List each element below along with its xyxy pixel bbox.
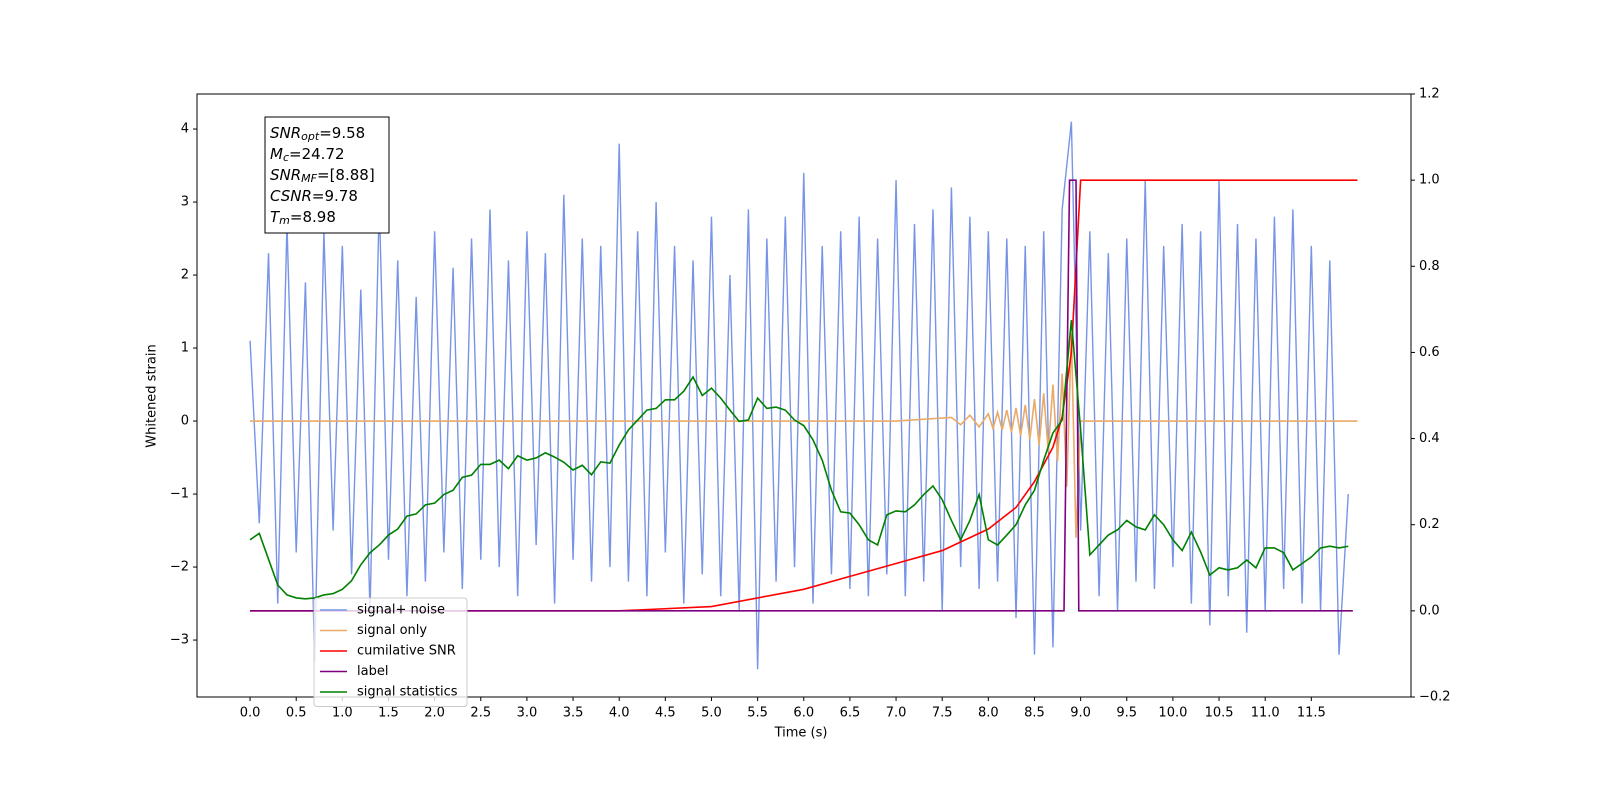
annotation-value: =9.58 [319, 124, 365, 142]
x-tick-label: 9.0 [1070, 706, 1091, 721]
x-tick-label: 1.5 [378, 706, 399, 721]
x-axis-label: Time (s) [774, 726, 828, 741]
x-tick-label: 8.0 [978, 706, 999, 721]
legend-label: cumilative SNR [357, 644, 456, 659]
series-line [250, 179, 1358, 612]
series-line [249, 320, 1349, 600]
y-tick-label: 3 [181, 195, 189, 210]
x-tick-label: 8.5 [1024, 706, 1045, 721]
legend-label: signal+ noise [357, 603, 445, 618]
annotation-symbol: SNR [270, 124, 301, 142]
legend-label: signal only [357, 623, 427, 638]
y2-tick-label: 1.2 [1419, 87, 1440, 102]
x-tick-label: 3.5 [563, 706, 584, 721]
x-tick-label: 6.5 [840, 706, 861, 721]
legend-label: signal statistics [357, 685, 458, 700]
x-tick-label: 6.0 [793, 706, 814, 721]
y2-tick-label: −0.2 [1419, 690, 1451, 705]
y-tick-label: 4 [181, 122, 189, 137]
x-tick-label: 10.5 [1205, 706, 1234, 721]
annotation-symbol: T [270, 208, 281, 226]
y-tick-label: −3 [170, 633, 189, 648]
annotation-symbol: M [270, 145, 283, 163]
x-tick-label: 3.0 [517, 706, 538, 721]
x-tick-label: 1.0 [332, 706, 353, 721]
annotation-text: Mc=24.72 [270, 145, 345, 165]
legend-box [313, 597, 468, 707]
x-tick-label: 4.5 [655, 706, 676, 721]
annotation-value: =9.78 [312, 187, 358, 205]
annotation-subscript: m [279, 214, 290, 227]
y2-tick-label: 1.0 [1419, 173, 1440, 188]
x-tick-label: 0.5 [286, 706, 307, 721]
annotation-text: SNRopt=9.58 [270, 124, 365, 144]
legend: signal+ noise signal only cumilative SNR la… [313, 597, 468, 707]
y2-tick-label: 0.4 [1419, 431, 1440, 446]
x-tick-label: 11.5 [1297, 706, 1326, 721]
x-tick-label: 11.0 [1251, 706, 1280, 721]
y-tick-label: 1 [181, 341, 189, 356]
legend-label: label [357, 664, 388, 679]
x-tick-label: 0.0 [240, 706, 261, 721]
x-tick-label: 2.5 [470, 706, 491, 721]
y-tick-label: −1 [170, 487, 189, 502]
x-tick-label: 10.0 [1158, 706, 1187, 721]
annotation-subscript: MF [301, 172, 317, 185]
series-line [250, 179, 1353, 612]
annotation-value: =[8.88] [317, 166, 375, 184]
x-tick-label: 9.5 [1116, 706, 1137, 721]
y-tick-label: 2 [181, 268, 189, 283]
series-line [249, 121, 1349, 670]
y-tick-label: 0 [181, 414, 189, 429]
y2-tick-label: 0.2 [1419, 517, 1440, 532]
annotation-value: =24.72 [289, 145, 345, 163]
annotation-text: Tm=8.98 [270, 208, 336, 228]
x-tick-label: 7.0 [886, 706, 907, 721]
annotation-symbol: SNR [270, 166, 301, 184]
y2-tick-label: 0.6 [1419, 345, 1440, 360]
series-line [250, 333, 1358, 538]
x-tick-label: 2.0 [424, 706, 445, 721]
y-tick-label: −2 [170, 560, 189, 575]
y2-tick-label: 0.0 [1419, 603, 1440, 618]
y2-tick-label: 0.8 [1419, 259, 1440, 274]
annotation-text: CSNR=9.78 [270, 187, 358, 205]
annotation-subscript: c [283, 151, 289, 164]
annotation-box [264, 116, 390, 234]
annotation-value: =8.98 [290, 208, 336, 226]
x-tick-label: 4.0 [609, 706, 630, 721]
plot-area [249, 121, 1358, 670]
annotation-symbol: CSNR [270, 187, 312, 205]
x-tick-label: 5.0 [701, 706, 722, 721]
annotation-text: SNRMF=[8.88] [270, 166, 375, 186]
y-axis-label: Whitened strain [145, 344, 160, 447]
annotation-subscript: opt [301, 130, 320, 143]
x-tick-label: 5.5 [747, 706, 768, 721]
x-tick-label: 7.5 [932, 706, 953, 721]
